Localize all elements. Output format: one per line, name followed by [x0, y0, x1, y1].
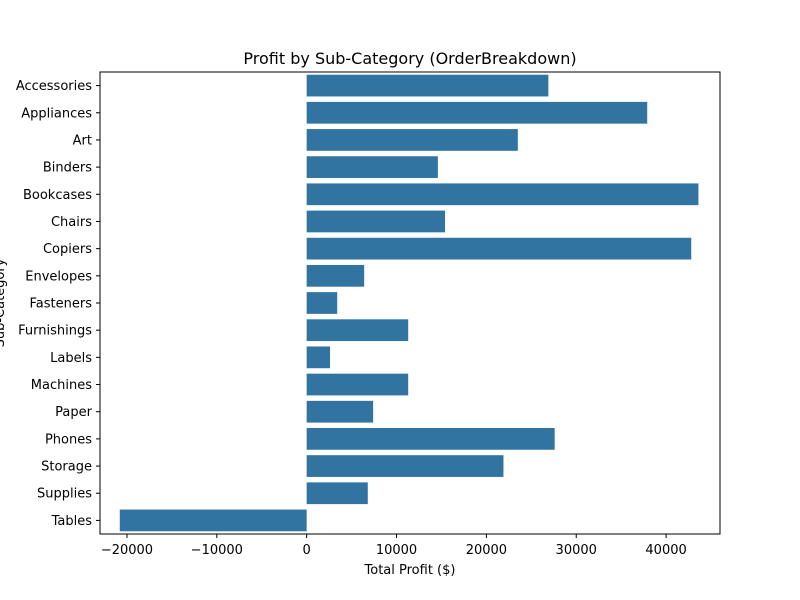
y-tick-label: Tables [51, 514, 93, 529]
x-tick-label: 20000 [466, 543, 507, 558]
bar-copiers [306, 237, 692, 260]
bar-labels [306, 346, 331, 369]
bar-envelopes [306, 264, 365, 287]
bar-furnishings [306, 319, 409, 342]
bar-art [306, 129, 518, 151]
bar-binders [306, 156, 438, 178]
bar-accessories [306, 74, 549, 97]
x-tick-label: −10000 [191, 543, 243, 558]
y-tick-label: Art [73, 133, 92, 148]
bar-paper [306, 400, 374, 423]
y-axis-label: Sub-Category [0, 258, 8, 347]
y-tick-label: Binders [43, 161, 92, 176]
y-tick-label: Furnishings [18, 324, 92, 339]
y-tick-label: Paper [55, 405, 92, 420]
x-axis-label: Total Profit ($) [364, 563, 456, 578]
y-tick-label: Accessories [16, 79, 92, 94]
y-tick-label: Envelopes [25, 269, 92, 284]
y-tick-label: Labels [50, 351, 92, 366]
x-tick-label: 0 [303, 543, 311, 558]
y-tick-label: Storage [41, 460, 92, 475]
bar-fasteners [306, 292, 338, 314]
bar-bookcases [306, 183, 699, 206]
plot-frame [99, 71, 721, 535]
bars-group [119, 74, 699, 532]
x-tick-label: 10000 [376, 543, 417, 558]
y-tick-label: Bookcases [23, 188, 92, 203]
bar-supplies [306, 482, 368, 505]
bar-chairs [306, 210, 446, 233]
y-tick-label: Supplies [37, 487, 92, 502]
x-tick-label: 40000 [645, 543, 686, 558]
bar-appliances [306, 101, 648, 124]
y-tick-label: Fasteners [30, 297, 93, 312]
bar-machines [306, 373, 409, 396]
y-tick-label: Appliances [21, 106, 92, 121]
y-tick-label: Phones [45, 432, 92, 447]
x-ticks-group: −20000 −10000 0 10000 20000 30000 40000 [101, 534, 687, 558]
y-ticks-group: Accessories Appliances Art Binders Bookcases… [16, 79, 100, 529]
bar-storage [306, 455, 504, 477]
y-tick-label: Copiers [43, 242, 92, 257]
y-tick-label: Chairs [51, 215, 92, 230]
bar-phones [306, 428, 555, 450]
x-tick-label: −20000 [101, 543, 153, 558]
y-tick-label: Machines [31, 378, 92, 393]
bar-tables [119, 509, 307, 532]
x-tick-label: 30000 [556, 543, 597, 558]
chart-title: Profit by Sub-Category (OrderBreakdown) [243, 49, 576, 68]
